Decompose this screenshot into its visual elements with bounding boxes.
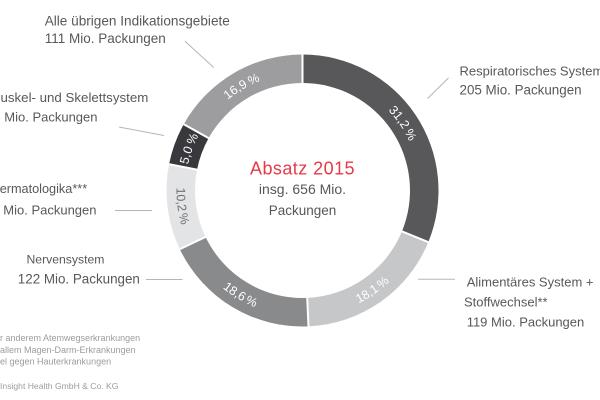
svg-text:122 Mio. Packungen: 122 Mio. Packungen [18, 272, 140, 287]
svg-text:Absatz 2015: Absatz 2015 [250, 158, 355, 178]
svg-text:67 Mio. Packungen: 67 Mio. Packungen [0, 203, 96, 218]
svg-text:111 Mio. Packungen: 111 Mio. Packungen [45, 31, 166, 46]
svg-text:Nervensystem: Nervensystem [27, 253, 105, 267]
svg-text:119 Mio. Packungen: 119 Mio. Packungen [467, 315, 585, 330]
svg-text:Stoffwechsel**: Stoffwechsel** [464, 295, 548, 310]
svg-text:10,2 %: 10,2 % [173, 188, 191, 226]
svg-text:** vor allem Magen-Darm-Erkran: ** vor allem Magen-Darm-Erkrankungen [0, 345, 136, 355]
svg-text:* unter anderem Atemwegserkran: * unter anderem Atemwegserkrankungen [0, 333, 140, 343]
svg-text:Quelle: Insight Health GmbH &: Quelle: Insight Health GmbH & Co. KG [0, 381, 119, 391]
svg-text:Respiratorisches System*: Respiratorisches System* [460, 64, 600, 79]
svg-text:205 Mio. Packungen: 205 Mio. Packungen [460, 83, 582, 98]
svg-text:Alle übrigen Indikationsgebiet: Alle übrigen Indikationsgebiete [45, 13, 230, 28]
svg-text:33 Mio. Packungen: 33 Mio. Packungen [0, 109, 97, 124]
svg-text:insg. 656 Mio.: insg. 656 Mio. [259, 181, 346, 197]
svg-text:Alimentäres System +: Alimentäres System + [467, 275, 594, 290]
svg-text:Packungen: Packungen [269, 203, 337, 218]
svg-text:Muskel- und Skelettsystem: Muskel- und Skelettsystem [0, 90, 148, 105]
svg-text:Dermatologika***: Dermatologika*** [0, 182, 87, 196]
svg-text:*** Mittel gegen Hauterkrankun: *** Mittel gegen Hauterkrankungen [0, 357, 111, 367]
